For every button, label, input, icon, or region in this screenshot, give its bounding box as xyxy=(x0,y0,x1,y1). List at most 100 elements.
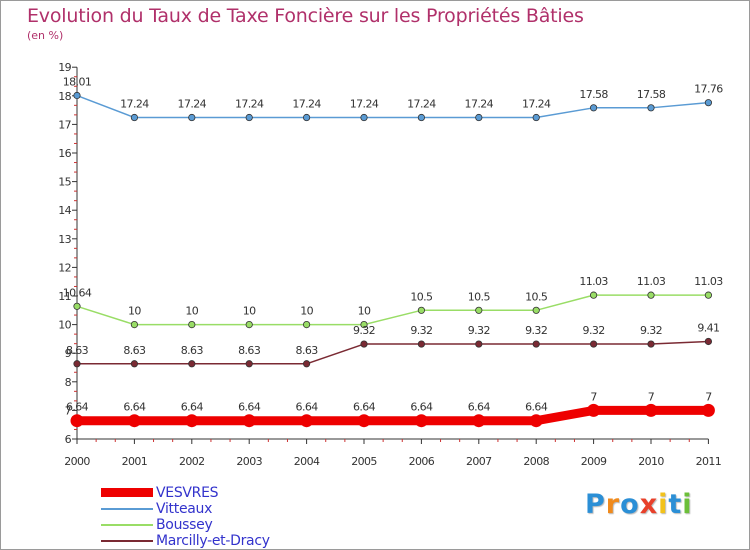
data-point-marcilly-et-dracy xyxy=(647,340,655,348)
data-point-boussey xyxy=(647,291,655,299)
legend-label-vitteaux: Vitteaux xyxy=(156,501,213,517)
data-label-vitteaux: 18.01 xyxy=(63,76,92,89)
data-point-marcilly-et-dracy xyxy=(188,360,196,368)
data-point-vesvres xyxy=(242,414,256,428)
x-tick-label: 2005 xyxy=(351,455,377,468)
y-tick-label: 11 xyxy=(58,290,71,303)
data-label-marcilly-et-dracy: 8.63 xyxy=(238,344,261,357)
data-point-vitteaux xyxy=(245,113,253,122)
data-label-vitteaux: 17.24 xyxy=(350,98,379,111)
logo-letter: x xyxy=(639,489,659,520)
legend-label-boussey: Boussey xyxy=(156,517,213,533)
data-point-vitteaux xyxy=(417,113,425,122)
y-tick-label: 19 xyxy=(58,61,71,74)
data-point-vitteaux xyxy=(475,113,483,122)
data-point-boussey xyxy=(360,320,368,329)
data-point-vitteaux xyxy=(73,91,81,100)
data-point-vitteaux xyxy=(188,113,196,122)
data-label-boussey: 11.03 xyxy=(694,275,723,288)
data-point-boussey xyxy=(130,320,138,329)
data-point-vesvres xyxy=(357,414,371,428)
data-point-vesvres xyxy=(414,414,428,428)
y-tick-label: 8 xyxy=(65,376,72,389)
data-point-boussey xyxy=(302,320,311,329)
data-label-marcilly-et-dracy: 8.63 xyxy=(296,344,319,357)
data-point-vitteaux xyxy=(647,104,655,112)
data-point-marcilly-et-dracy xyxy=(245,360,253,368)
y-tick-label: 6 xyxy=(65,433,72,446)
logo-letter: r xyxy=(605,489,621,520)
y-tick-label: 12 xyxy=(58,261,71,274)
data-label-boussey: 10 xyxy=(300,305,313,318)
data-label-boussey: 10 xyxy=(128,305,141,318)
data-point-vitteaux xyxy=(302,113,311,122)
y-tick-label: 18 xyxy=(58,90,71,103)
data-label-vesvres: 6.64 xyxy=(353,401,376,414)
legend-swatch-vesvres xyxy=(101,488,153,497)
data-label-marcilly-et-dracy: 9.32 xyxy=(353,324,375,337)
data-label-vitteaux: 17.24 xyxy=(178,98,207,111)
data-label-marcilly-et-dracy: 8.63 xyxy=(181,344,204,357)
data-label-boussey: 11.03 xyxy=(637,275,666,288)
data-point-vesvres xyxy=(701,403,715,417)
data-point-vesvres xyxy=(127,414,141,428)
data-label-boussey: 10 xyxy=(185,305,198,318)
logo-letter: o xyxy=(620,489,640,520)
data-label-vitteaux: 17.24 xyxy=(292,98,321,111)
x-tick-label: 2008 xyxy=(523,455,549,468)
series-line-vesvres xyxy=(72,405,713,426)
data-label-vesvres: 7 xyxy=(705,390,712,403)
data-label-vitteaux: 17.24 xyxy=(407,98,436,111)
legend-swatch-boussey xyxy=(101,524,153,526)
legend-swatch-vitteaux xyxy=(101,508,153,510)
y-tick-label: 9 xyxy=(65,347,72,360)
data-point-boussey xyxy=(188,320,196,329)
data-point-vitteaux xyxy=(532,113,540,122)
legend-label-marcilly-et-dracy: Marcilly-et-Dracy xyxy=(156,533,270,549)
data-label-boussey: 10.64 xyxy=(63,286,92,299)
data-label-vitteaux: 17.58 xyxy=(637,88,666,101)
data-label-marcilly-et-dracy: 9.32 xyxy=(525,324,547,337)
legend-swatch-marcilly-et-dracy xyxy=(101,540,153,542)
data-label-marcilly-et-dracy: 9.32 xyxy=(640,324,662,337)
data-label-marcilly-et-dracy: 9.32 xyxy=(410,324,432,337)
data-label-vitteaux: 17.24 xyxy=(522,98,551,111)
data-point-vitteaux xyxy=(130,113,138,122)
data-point-vesvres xyxy=(70,414,84,428)
y-tick-label: 10 xyxy=(58,319,71,332)
data-label-vitteaux: 17.24 xyxy=(465,98,494,111)
data-label-vesvres: 7 xyxy=(648,390,655,403)
data-label-boussey: 10 xyxy=(243,305,256,318)
data-point-vesvres xyxy=(644,403,658,417)
data-label-boussey: 10 xyxy=(358,305,371,318)
series-line-vitteaux xyxy=(76,94,710,119)
series-line-boussey xyxy=(76,294,710,326)
data-point-boussey xyxy=(73,302,81,310)
data-point-boussey xyxy=(704,291,713,299)
data-point-vesvres xyxy=(529,414,543,428)
data-label-vesvres: 6.64 xyxy=(296,401,319,414)
x-tick-label: 2001 xyxy=(122,455,148,468)
logo-letter: t xyxy=(668,489,683,520)
data-label-vesvres: 7 xyxy=(590,390,597,403)
data-point-marcilly-et-dracy xyxy=(532,340,540,348)
logo-letter: P xyxy=(585,489,606,520)
data-label-vesvres: 6.64 xyxy=(410,401,433,414)
data-label-vesvres: 6.64 xyxy=(181,401,204,414)
data-point-vesvres xyxy=(300,414,314,428)
data-label-vesvres: 6.64 xyxy=(238,401,261,414)
data-point-marcilly-et-dracy xyxy=(130,360,138,368)
data-label-boussey: 10.5 xyxy=(525,290,548,303)
data-point-boussey xyxy=(532,306,540,314)
data-point-marcilly-et-dracy xyxy=(589,340,598,348)
legend-label-vesvres: VESVRES xyxy=(156,485,219,501)
data-point-vitteaux xyxy=(360,113,368,122)
series-line-marcilly-et-dracy xyxy=(76,340,710,365)
data-label-marcilly-et-dracy: 9.32 xyxy=(583,324,605,337)
data-point-boussey xyxy=(417,306,425,314)
data-label-marcilly-et-dracy: 9.32 xyxy=(468,324,490,337)
x-tick-label: 2007 xyxy=(466,455,492,468)
data-point-vesvres xyxy=(587,403,601,417)
data-point-marcilly-et-dracy xyxy=(475,340,483,348)
